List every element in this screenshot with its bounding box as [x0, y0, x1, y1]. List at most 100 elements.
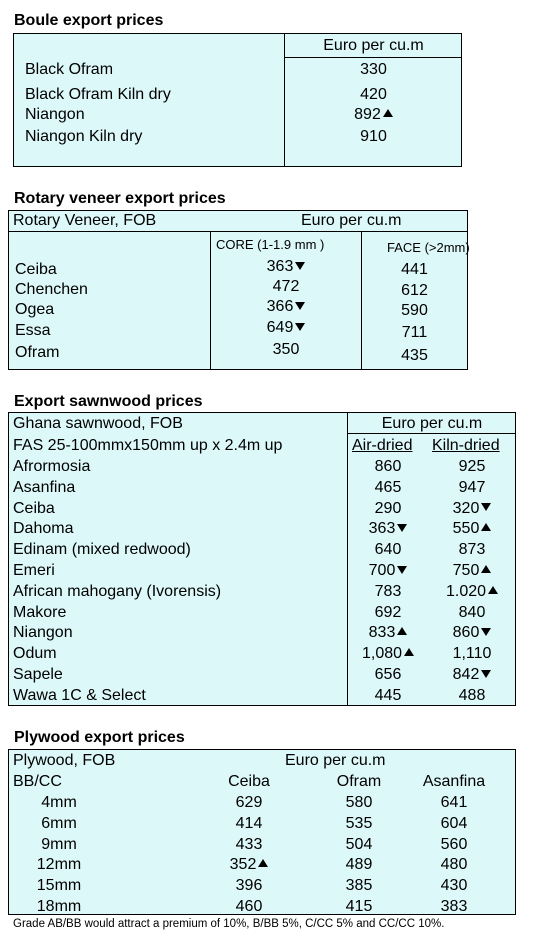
sawn-row-air-text: 290 [374, 499, 402, 517]
boule-row-name: Black Ofram Kiln dry [25, 86, 171, 104]
sawn-row-name-text: Afrormosia [13, 458, 91, 475]
sawn-row-name: Emeri [13, 562, 55, 580]
sawn-row-name: Ceiba [13, 500, 55, 518]
sawn-row-name: Dahoma [13, 520, 73, 538]
plywood-row-value: 414 [204, 815, 294, 833]
arrow-down-icon [295, 322, 306, 331]
veneer-table: Rotary Veneer, FOB Euro per cu.m CORE (1… [8, 210, 470, 370]
veneer-row-name-text: Ceiba [15, 261, 57, 278]
plywood-row-value-text: 352 [229, 856, 257, 874]
plywood-row-size-text: 4mm [41, 794, 77, 811]
plywood-row-value-text: 504 [345, 835, 373, 853]
sawn-row-kiln: 840 [428, 604, 516, 622]
boule-title: Boule export prices [14, 12, 164, 29]
sawn-row-air-text: 363 [368, 520, 396, 538]
boule-row-value: 420 [285, 86, 462, 104]
sawn-row-air-text: 860 [374, 458, 402, 475]
sawn-row-kiln: 860 [428, 624, 516, 642]
boule-divider [284, 34, 285, 166]
boule-row-value: 892 [285, 106, 462, 124]
sawn-row-kiln-text: 925 [458, 458, 486, 475]
sawn-row-air-text: 1,080 [361, 645, 403, 663]
arrow-up-icon [397, 627, 408, 636]
veneer-row-face-text: 711 [401, 324, 428, 341]
plywood-row-value-text: 383 [440, 898, 468, 915]
veneer-row-face-text: 590 [401, 302, 428, 319]
boule-header-rule [284, 57, 462, 58]
sawn-row-air-text: 700 [368, 562, 396, 579]
sawn-row-air: 363 [348, 520, 428, 538]
plywood-row-value-text: 385 [345, 877, 373, 895]
plywood-row-value-text: 580 [345, 794, 373, 811]
plywood-row-value-text: 489 [345, 856, 373, 874]
plywood-row-size: 6mm [29, 815, 89, 833]
sawn-row-air-text: 833 [368, 624, 396, 642]
veneer-row-face-text: 441 [401, 261, 428, 278]
veneer-row-face: 435 [362, 347, 467, 365]
sawn-row-air: 290 [348, 500, 428, 518]
sawn-row-air-text: 640 [374, 541, 402, 559]
boule-row-value-text: 420 [360, 86, 387, 103]
veneer-divider-1 [210, 231, 211, 369]
plywood-row-value-text: 414 [235, 814, 263, 832]
sawn-row-name-text: Niangon [13, 624, 73, 642]
plywood-row-size-text: 6mm [41, 814, 77, 832]
plywood-col-header: Ofram [314, 773, 404, 791]
arrow-up-icon [488, 585, 499, 594]
sawn-row-name: Afrormosia [13, 458, 90, 476]
veneer-row-core: 472 [211, 278, 361, 296]
veneer-row-name: Ogea [15, 301, 54, 319]
plywood-row-value-text: 460 [235, 898, 263, 915]
arrow-up-icon [481, 564, 492, 573]
sawn-row-name: Odum [13, 645, 57, 663]
plywood-row-size-text: 18mm [36, 898, 82, 915]
sawn-row-air: 783 [348, 583, 428, 601]
boule-table: Euro per cu.m Black Ofram 330 Black Ofram … [13, 33, 462, 167]
arrow-down-icon [295, 261, 306, 270]
veneer-core-header: CORE (1-1.9 mm ) [216, 237, 325, 252]
plywood-row-value: 489 [314, 856, 404, 874]
sawn-row-kiln-text: 488 [458, 686, 486, 704]
arrow-down-icon [481, 669, 492, 678]
veneer-row-core: 350 [211, 341, 361, 359]
plywood-row-value: 415 [314, 898, 404, 916]
sawn-row-name-text: Sapele [13, 666, 63, 683]
plywood-row-value: 504 [314, 836, 404, 854]
plywood-row-value: 430 [409, 877, 499, 895]
sawn-row-kiln: 1.020 [428, 583, 516, 601]
sawn-row-kiln-text: 947 [458, 478, 486, 496]
boule-row-value-text: 892 [354, 106, 381, 123]
veneer-row-core-text: 363 [266, 258, 294, 275]
veneer-title: Rotary veneer export prices [14, 190, 226, 207]
plywood-row-value: 385 [314, 877, 404, 895]
veneer-row-core: 366 [211, 298, 361, 316]
arrow-up-icon [404, 647, 415, 656]
veneer-row-face: 590 [362, 302, 467, 320]
sawn-header-rule [347, 433, 515, 434]
plywood-row-size-text: 12mm [36, 856, 82, 874]
sawn-row-kiln-text: 550 [452, 520, 480, 538]
boule-row-name-text: Niangon [25, 106, 85, 123]
plywood-row-value: 629 [204, 794, 294, 812]
sawn-row-kiln-text: 873 [458, 541, 486, 559]
sawn-row-name-text: Dahoma [13, 520, 74, 538]
veneer-row-name-text: Essa [15, 322, 51, 339]
sawn-row-name: Makore [13, 604, 66, 622]
sawn-row-kiln: 1,110 [428, 645, 516, 663]
plywood-col-header-text: Asanfina [422, 773, 486, 790]
plywood-row-value-text: 430 [440, 877, 468, 895]
veneer-row-core: 363 [211, 258, 361, 276]
sawn-row-name: Wawa 1C & Select [13, 687, 146, 705]
sawn-row-kiln: 947 [428, 479, 516, 497]
plywood-col-header: Ceiba [204, 773, 294, 791]
sawn-spec: FAS 25-100mmx150mm up x 2.4m up [13, 437, 283, 454]
sawn-row-air-text: 692 [374, 603, 402, 621]
sawn-row-kiln-text: 1.020 [445, 582, 487, 600]
plywood-row-value: 460 [204, 898, 294, 916]
plywood-row-value-text: 480 [440, 856, 468, 874]
veneer-row-name-text: Ogea [15, 301, 55, 318]
plywood-row-value-text: 641 [440, 794, 468, 811]
plywood-grade: BB/CC [13, 773, 62, 790]
sawn-label: Ghana sawnwood, FOB [13, 415, 183, 432]
sawn-row-name-text: Ceiba [13, 499, 55, 517]
